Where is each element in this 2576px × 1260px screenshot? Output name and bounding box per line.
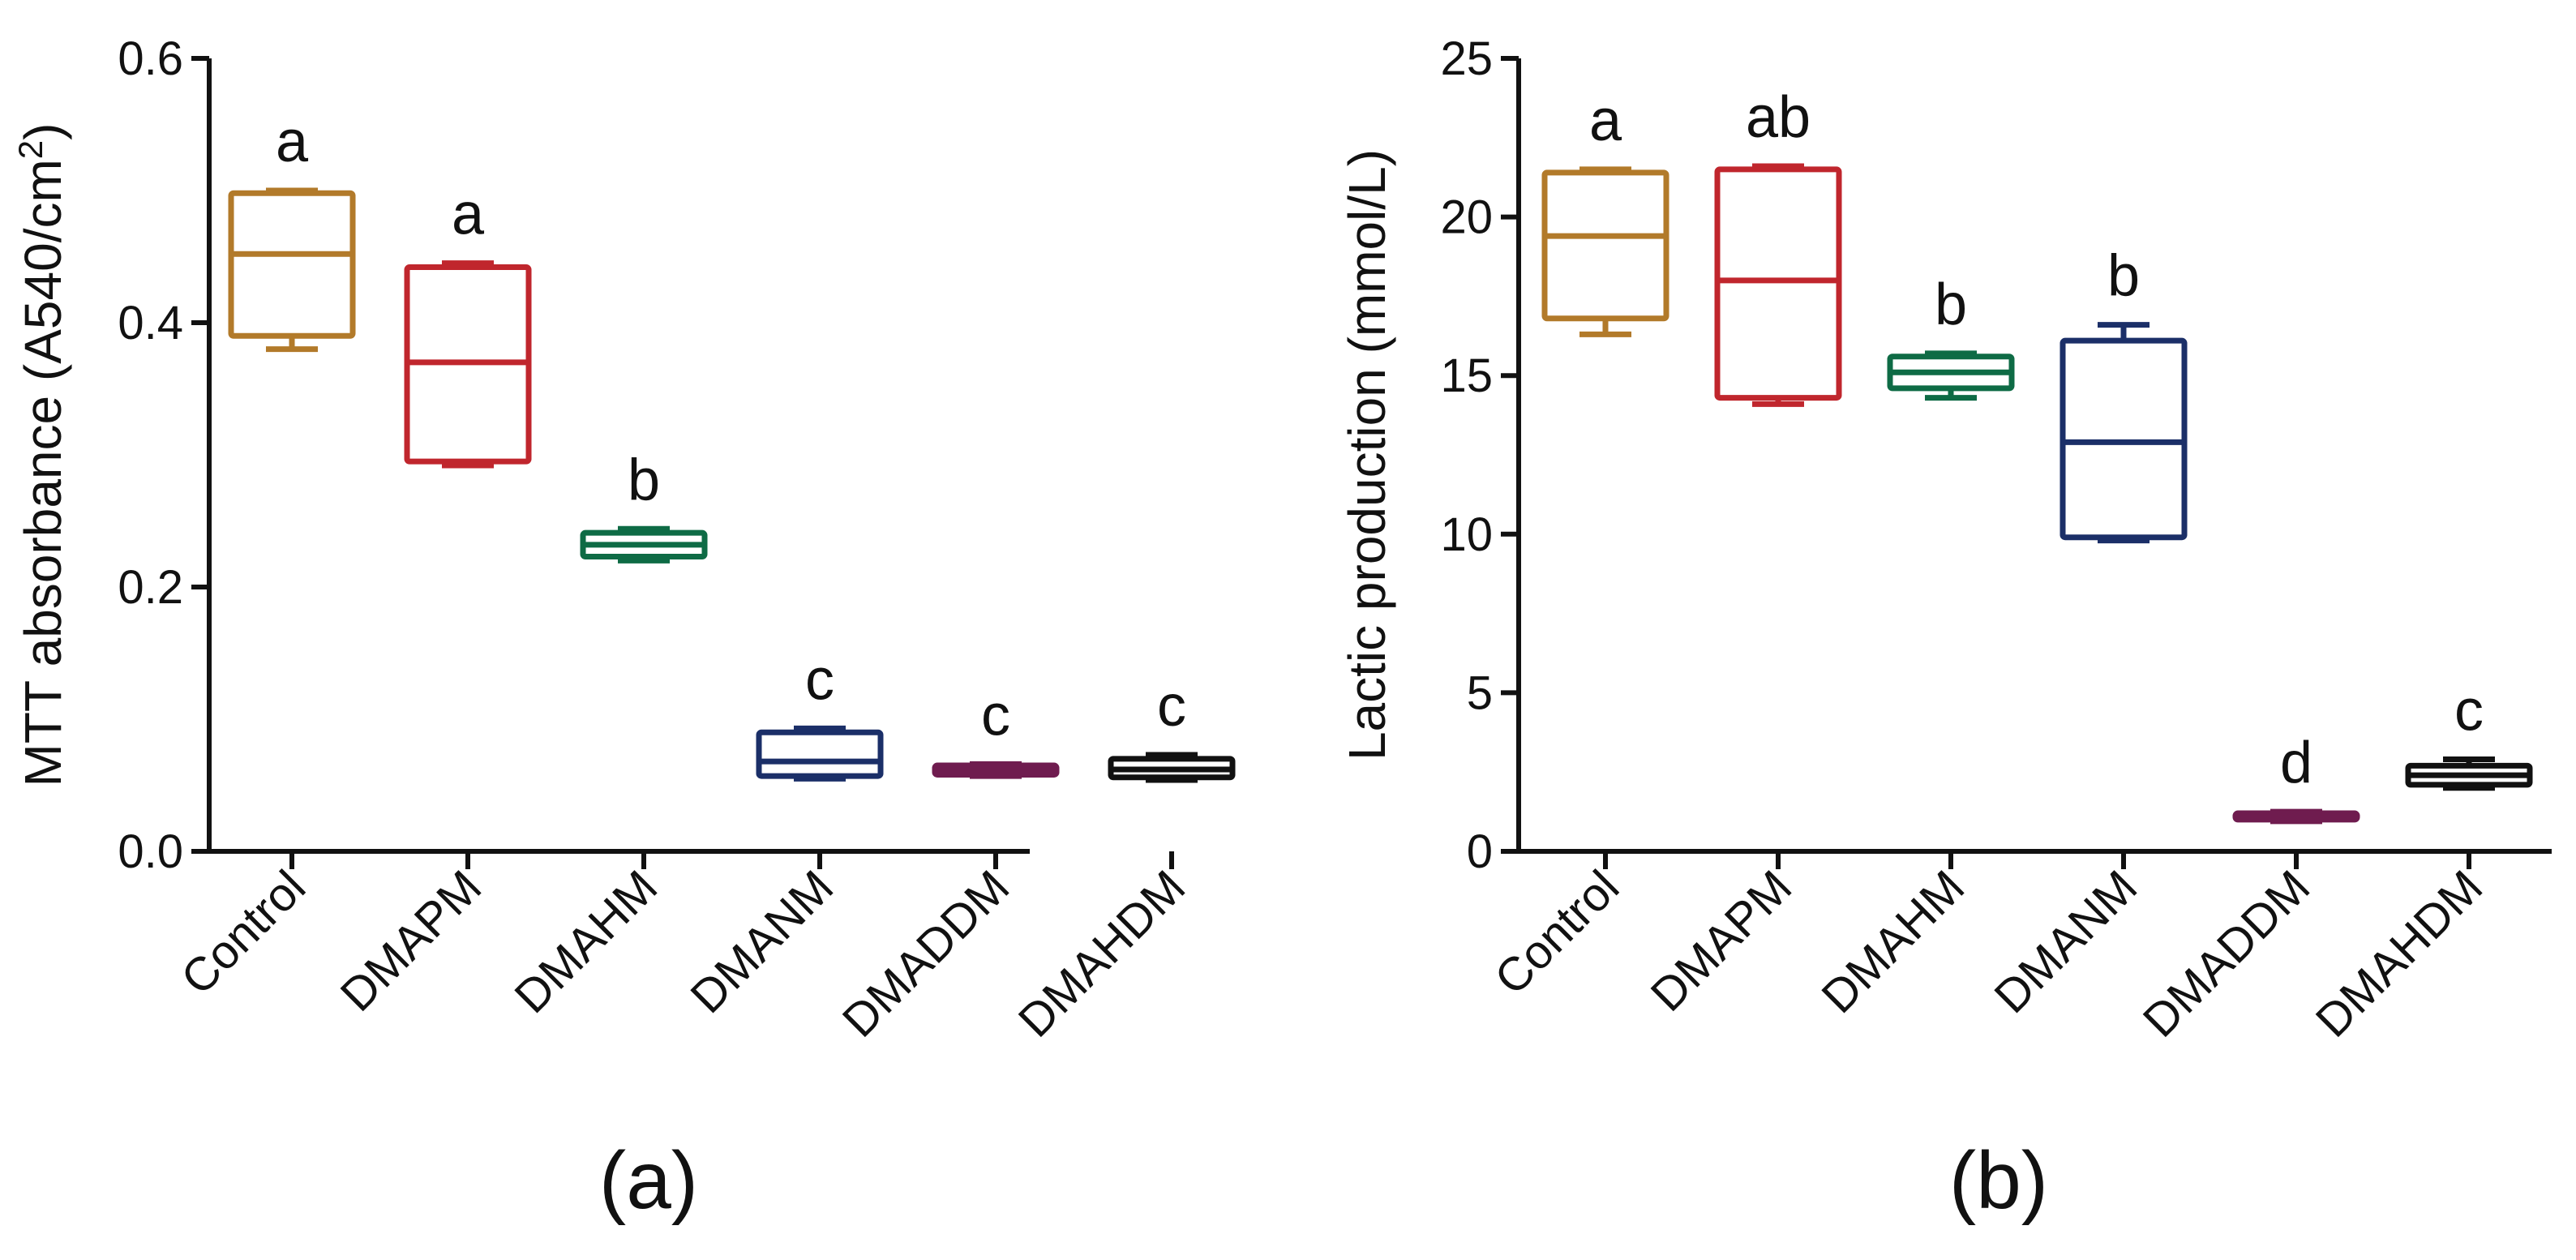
panel-b-label: (b) <box>1949 1135 2048 1226</box>
box-iqr <box>756 729 884 779</box>
panel-b-chart: 0 5 10 15 20 25 Lactic production (mmol/L) Cont… <box>1338 32 2552 1048</box>
y-tick-label: 0.2 <box>118 561 183 614</box>
box-dmahdm <box>1108 752 1236 783</box>
box-iqr <box>228 190 356 339</box>
x-tick-label: DMANM <box>680 860 843 1023</box>
box-dmaddm <box>932 761 1060 779</box>
box-iqr <box>2060 337 2188 541</box>
box-iqr <box>1714 166 1842 401</box>
x-tick-label: DMAPM <box>1641 860 1802 1022</box>
box-dmahdm <box>2405 756 2533 791</box>
y-axis-title: Lactic production (mmol/L) <box>1338 149 1396 761</box>
significance-letter: a <box>1589 88 1622 153</box>
x-tick-label: DMAHM <box>504 860 667 1023</box>
box-control <box>228 187 356 353</box>
significance-letter: ab <box>1746 85 1811 150</box>
box-dmahm <box>1887 350 2015 401</box>
y-tick-label: 20 <box>1440 191 1493 244</box>
x-tick-label: DMANM <box>1984 860 2147 1023</box>
box-dmaddm <box>2232 808 2360 825</box>
x-tick-label: DMAHM <box>1811 860 1974 1023</box>
significance-letter: a <box>452 182 485 247</box>
y-tick-label: 0.4 <box>118 297 183 349</box>
panel-a-label: (a) <box>599 1135 698 1226</box>
x-tick-label: DMAPM <box>331 860 492 1022</box>
significance-letter: a <box>276 109 309 174</box>
y-axis-title: MTT absorbance (A540/cm2) <box>11 123 73 787</box>
x-tick-label: DMADDM <box>2133 860 2321 1048</box>
box-iqr <box>1541 169 1669 322</box>
significance-letter: b <box>1935 272 1967 337</box>
x-tick-label: DMAHDM <box>2306 860 2493 1048</box>
y-tick-label: 5 <box>1467 666 1493 719</box>
box-dmapm <box>1714 163 1842 407</box>
x-tick-label: Control <box>171 860 315 1005</box>
box-control <box>1541 166 1669 337</box>
y-tick-label: 0.0 <box>118 825 183 878</box>
y-tick-label: 10 <box>1440 508 1493 561</box>
y-tick-label: 0 <box>1467 825 1493 878</box>
x-tick-label: DMADDM <box>833 860 1020 1048</box>
box-dmapm <box>404 260 532 469</box>
significance-letter: c <box>981 683 1010 748</box>
significance-letter: c <box>1157 674 1186 739</box>
x-tick-label: Control <box>1485 860 1629 1005</box>
panel-a-chart: 0.0 0.2 0.4 0.6 MTT absorbance (A540/cm2) Con… <box>11 32 1236 1048</box>
significance-letter: c <box>805 647 834 712</box>
x-tick-label: DMAHDM <box>1009 860 1196 1048</box>
box-dmahm <box>580 525 708 564</box>
significance-letter: b <box>2107 244 2140 309</box>
box-dmanm <box>2060 322 2188 544</box>
significance-letter: c <box>2454 679 2484 744</box>
y-tick-label: 0.6 <box>118 32 183 85</box>
box-dmanm <box>756 725 884 782</box>
y-tick-label: 25 <box>1440 32 1493 85</box>
significance-letter: b <box>628 448 660 512</box>
y-tick-label: 15 <box>1440 349 1493 402</box>
significance-letter: d <box>2280 731 2312 795</box>
